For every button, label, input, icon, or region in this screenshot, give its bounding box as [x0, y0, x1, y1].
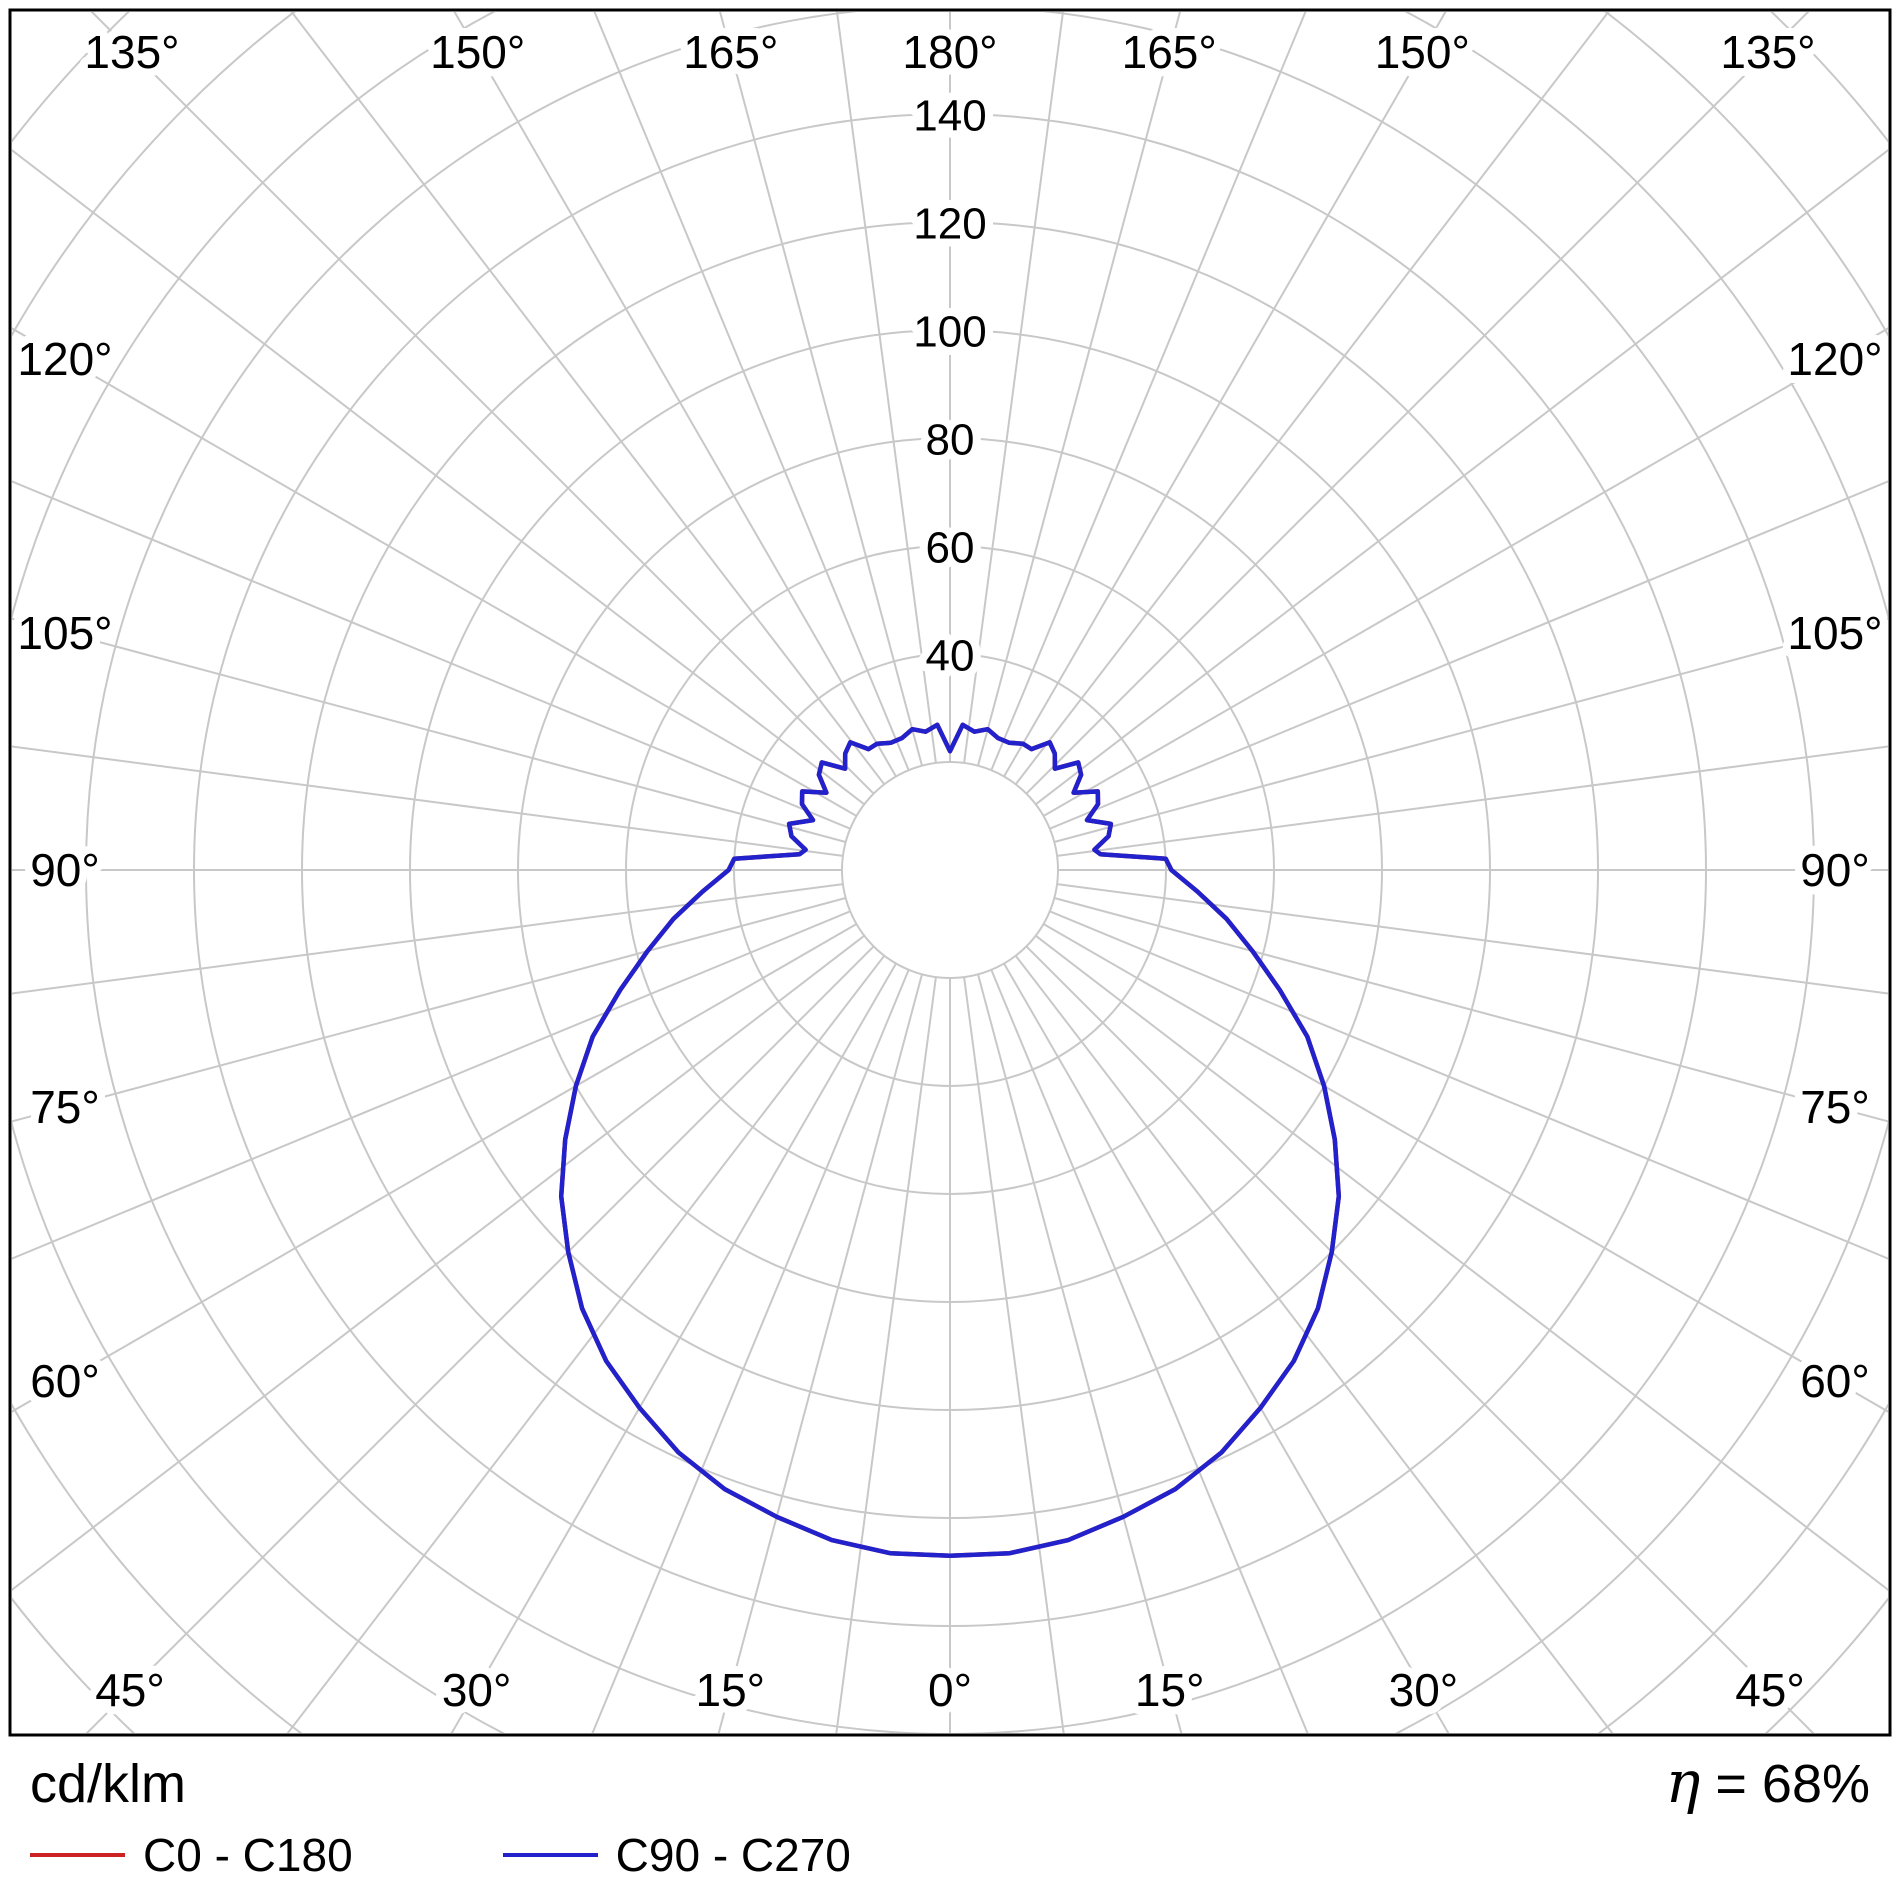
angle-label: 90° — [1800, 844, 1870, 896]
grid-spoke — [717, 974, 923, 1733]
grid-spoke — [591, 969, 910, 1733]
angle-label: 120° — [1787, 333, 1882, 385]
angle-label: 15° — [1135, 1664, 1205, 1716]
unit-label: cd/klm — [30, 1754, 187, 1814]
legend: C0 - C180 C90 - C270 — [30, 1828, 1870, 1882]
angle-label: 165° — [683, 26, 778, 78]
legend-line-blue-icon — [502, 1853, 598, 1857]
angle-label: 0° — [928, 1664, 972, 1716]
grid-spoke — [90, 12, 875, 795]
grid-spoke — [12, 149, 865, 806]
angle-label: 15° — [696, 1664, 766, 1716]
grid-spoke — [12, 327, 858, 817]
grid-spoke — [453, 12, 897, 778]
legend-item-c90-c270: C90 - C270 — [502, 1828, 851, 1882]
eta-value: = 68% — [1700, 1754, 1870, 1814]
angle-label: 60° — [30, 1355, 100, 1407]
grid-spoke — [1003, 12, 1447, 778]
grid-spoke — [1014, 12, 1610, 785]
grid-spoke — [1054, 897, 1888, 1123]
grid-spoke — [12, 910, 851, 1260]
radial-tick-label: 80 — [926, 416, 975, 465]
grid-spoke — [12, 934, 865, 1591]
polar-photometric-chart: 40 60 80 100 120 140 0° 15° 15° 30° 30° 45° 45° 60° 60… — [8, 8, 1892, 1737]
grid-spoke — [1035, 149, 1888, 806]
grid-spoke — [12, 897, 846, 1123]
radial-tick-label: 140 — [913, 92, 986, 141]
angle-label: 45° — [1735, 1664, 1805, 1716]
grid-spoke — [836, 12, 937, 764]
angle-label: 120° — [17, 333, 112, 385]
footer-top-row: cd/klm η = 68% — [30, 1748, 1870, 1816]
grid-spoke — [1042, 327, 1888, 817]
grid-spoke — [12, 617, 846, 843]
grid-spoke — [1042, 923, 1888, 1413]
angle-label: 135° — [84, 26, 179, 78]
grid-spoke — [450, 962, 897, 1733]
grid-spoke — [286, 955, 886, 1733]
grid-spoke — [1056, 883, 1888, 995]
grid-spoke — [977, 12, 1181, 766]
angle-label: 150° — [430, 26, 525, 78]
grid-spoke — [719, 12, 923, 766]
angle-label: 180° — [902, 26, 997, 78]
angle-label: 150° — [1375, 26, 1470, 78]
grid-spoke — [12, 745, 844, 857]
grid-spoke — [1025, 12, 1810, 795]
angle-label: 30° — [1389, 1664, 1459, 1716]
angle-label: 75° — [1800, 1081, 1870, 1133]
chart-grid-and-curves — [12, 12, 1888, 1733]
legend-label-c90-c270: C90 - C270 — [615, 1829, 851, 1881]
grid-spoke — [1054, 617, 1888, 843]
angle-label: 105° — [1787, 607, 1882, 659]
grid-spoke — [963, 976, 1065, 1733]
grid-spoke — [85, 945, 875, 1733]
legend-line-red-icon — [30, 1853, 125, 1857]
grid-spoke — [977, 974, 1183, 1733]
grid-spoke — [12, 923, 858, 1413]
legend-item-c0-c180: C0 - C180 — [30, 1828, 353, 1882]
grid-spoke — [990, 969, 1309, 1733]
grid-spoke — [1049, 480, 1888, 830]
grid-spoke — [290, 12, 886, 785]
angle-label: 135° — [1720, 26, 1815, 78]
angle-label: 75° — [30, 1081, 100, 1133]
grid-spoke — [1035, 934, 1888, 1591]
legend-label-c0-c180: C0 - C180 — [143, 1829, 353, 1881]
grid-spoke — [593, 12, 910, 771]
angle-label: 45° — [95, 1664, 165, 1716]
grid-spoke — [835, 976, 937, 1733]
grid-spoke — [12, 480, 851, 830]
angle-label: 30° — [442, 1664, 512, 1716]
grid-spoke — [963, 12, 1064, 764]
angle-label: 105° — [17, 607, 112, 659]
grid-spoke — [990, 12, 1307, 771]
efficiency-label: η = 68% — [1666, 1748, 1870, 1816]
grid-spoke — [1025, 945, 1815, 1733]
grid-spoke — [1049, 910, 1888, 1260]
grid-spoke — [1014, 955, 1614, 1733]
chart-footer: cd/klm η = 68% C0 - C180 C90 - C270 — [0, 1742, 1900, 1882]
radial-tick-label: 60 — [926, 524, 975, 573]
radial-tick-label: 40 — [926, 632, 975, 681]
radial-tick-label: 100 — [913, 308, 986, 357]
curve-c90-c270 — [558, 722, 1342, 1559]
angle-label: 165° — [1122, 26, 1217, 78]
radial-tick-label: 120 — [913, 200, 986, 249]
grid-spoke — [1003, 962, 1450, 1733]
angle-label: 90° — [30, 844, 100, 896]
angle-label: 60° — [1800, 1355, 1870, 1407]
eta-symbol: η — [1665, 1748, 1701, 1816]
grid-spoke — [12, 883, 844, 995]
grid-spoke — [1056, 745, 1888, 857]
